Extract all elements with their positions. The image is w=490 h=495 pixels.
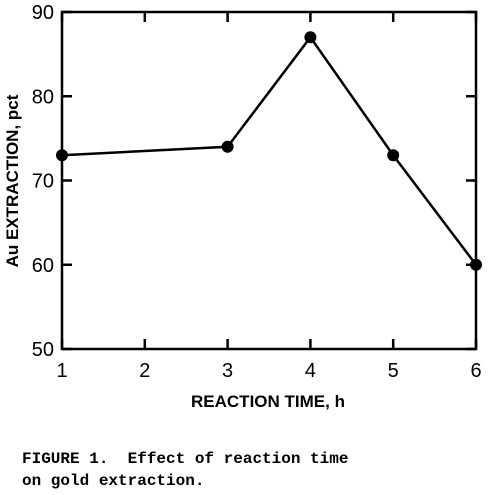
- figure-caption: FIGURE 1. Effect of reaction time on gol…: [22, 450, 349, 490]
- x-tick-label: 6: [470, 360, 481, 382]
- y-tick-label: 70: [32, 171, 54, 193]
- x-axis-label: REACTION TIME, h: [191, 392, 345, 411]
- x-tick-label: 1: [56, 360, 67, 382]
- data-point: [221, 140, 234, 153]
- y-tick-label: 60: [32, 255, 54, 277]
- chart: 1 2 3 4 5 6 50 60 70 80 90 REACTION TIME, h Au EXT…: [3, 2, 482, 411]
- x-tick-label: 5: [388, 360, 399, 382]
- data-point: [304, 31, 317, 44]
- y-tick-label: 50: [32, 339, 54, 361]
- x-tick-label: 2: [139, 360, 150, 382]
- tick-labels: 1 2 3 4 5 6 50 60 70 80 90: [32, 2, 482, 382]
- data-markers: [56, 31, 482, 271]
- data-point: [387, 149, 400, 162]
- plot-frame: [60, 10, 478, 351]
- x-tick-label: 3: [222, 360, 233, 382]
- ticks: [60, 10, 478, 351]
- y-tick-label: 90: [32, 2, 54, 24]
- series-line: [61, 35, 477, 266]
- data-point: [470, 258, 482, 271]
- y-tick-label: 80: [32, 86, 54, 108]
- x-tick-label: 4: [305, 360, 316, 382]
- y-axis-label: Au EXTRACTION, pct: [3, 94, 22, 267]
- data-point: [56, 149, 68, 162]
